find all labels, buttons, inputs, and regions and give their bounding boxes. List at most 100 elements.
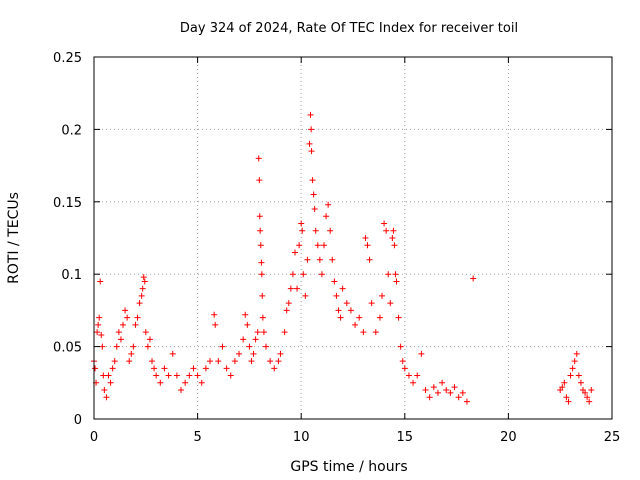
data-point bbox=[443, 387, 450, 394]
data-point bbox=[141, 278, 148, 285]
data-point bbox=[385, 271, 392, 278]
data-point bbox=[561, 379, 568, 386]
data-point bbox=[327, 227, 334, 234]
x-axis-label: GPS time / hours bbox=[290, 459, 407, 475]
data-point bbox=[379, 292, 386, 299]
data-point bbox=[582, 389, 589, 396]
data-point bbox=[395, 314, 402, 321]
data-point bbox=[198, 379, 205, 386]
data-point bbox=[120, 321, 127, 328]
data-point bbox=[260, 329, 267, 336]
y-tick-label: 0.2 bbox=[61, 123, 82, 138]
grid bbox=[94, 57, 612, 419]
data-point bbox=[383, 227, 390, 234]
data-point bbox=[372, 329, 379, 336]
data-point bbox=[426, 394, 433, 401]
data-point bbox=[306, 140, 313, 147]
data-point bbox=[92, 365, 99, 372]
data-point bbox=[256, 213, 263, 220]
data-point bbox=[569, 365, 576, 372]
data-point bbox=[130, 343, 137, 350]
data-point bbox=[257, 242, 264, 249]
data-point bbox=[563, 394, 570, 401]
data-point bbox=[173, 372, 180, 379]
data-point bbox=[186, 372, 193, 379]
data-point bbox=[132, 321, 139, 328]
data-point bbox=[577, 379, 584, 386]
data-point bbox=[101, 387, 108, 394]
data-point bbox=[387, 300, 394, 307]
data-point bbox=[588, 387, 595, 394]
data-point bbox=[399, 358, 406, 365]
x-tick-label: 0 bbox=[90, 430, 98, 445]
data-point bbox=[178, 387, 185, 394]
data-point bbox=[259, 292, 266, 299]
data-point bbox=[139, 285, 146, 292]
data-point bbox=[584, 394, 591, 401]
data-point bbox=[320, 242, 327, 249]
data-point bbox=[144, 343, 151, 350]
data-point bbox=[318, 271, 325, 278]
data-point bbox=[151, 365, 158, 372]
axis-ticks bbox=[93, 56, 613, 420]
plot-frame bbox=[93, 56, 613, 420]
data-point bbox=[153, 372, 160, 379]
data-point bbox=[291, 249, 298, 256]
data-point bbox=[136, 300, 143, 307]
data-point bbox=[182, 379, 189, 386]
data-point bbox=[360, 329, 367, 336]
data-point bbox=[161, 365, 168, 372]
data-point bbox=[259, 314, 266, 321]
data-point bbox=[267, 358, 274, 365]
data-point bbox=[96, 314, 103, 321]
data-point bbox=[244, 321, 251, 328]
data-point bbox=[287, 285, 294, 292]
data-point bbox=[352, 321, 359, 328]
data-point bbox=[99, 343, 106, 350]
data-point bbox=[311, 206, 318, 213]
data-point bbox=[410, 379, 417, 386]
data-point bbox=[299, 227, 306, 234]
data-points bbox=[91, 111, 595, 405]
data-point bbox=[459, 389, 466, 396]
data-point bbox=[567, 372, 574, 379]
data-point bbox=[451, 384, 458, 391]
data-point bbox=[339, 285, 346, 292]
chart-title: Day 324 of 2024, Rate Of TEC Index for r… bbox=[180, 21, 518, 36]
data-point bbox=[281, 329, 288, 336]
data-point bbox=[571, 358, 578, 365]
data-point bbox=[257, 227, 264, 234]
data-point bbox=[307, 111, 314, 118]
data-point bbox=[389, 235, 396, 241]
data-point bbox=[246, 343, 253, 350]
data-point bbox=[414, 372, 421, 379]
tick-labels: 0 5 10 15 20 25 0 0.05 0.1 0.15 0.2 0.25 bbox=[53, 51, 620, 445]
data-point bbox=[368, 300, 375, 307]
data-point bbox=[128, 350, 135, 357]
data-point bbox=[277, 350, 284, 357]
data-point bbox=[316, 256, 323, 263]
data-point bbox=[325, 201, 332, 208]
y-tick-label: 0.1 bbox=[61, 268, 82, 283]
data-point bbox=[258, 259, 265, 266]
data-point bbox=[98, 332, 105, 339]
data-point bbox=[142, 329, 149, 336]
x-tick-label: 15 bbox=[397, 430, 414, 445]
data-point bbox=[103, 394, 110, 401]
data-point bbox=[227, 372, 234, 379]
data-point bbox=[470, 275, 477, 282]
data-point bbox=[309, 177, 316, 184]
x-tick-label: 25 bbox=[604, 430, 621, 445]
data-point bbox=[105, 372, 112, 379]
data-point bbox=[117, 336, 124, 343]
y-tick-label: 0.25 bbox=[53, 51, 82, 66]
data-point bbox=[252, 336, 259, 343]
data-point bbox=[256, 177, 263, 184]
x-tick-label: 10 bbox=[293, 430, 310, 445]
data-point bbox=[149, 358, 156, 365]
data-point bbox=[122, 307, 129, 314]
data-point bbox=[95, 321, 102, 328]
data-point bbox=[275, 358, 282, 365]
data-point bbox=[126, 358, 133, 365]
